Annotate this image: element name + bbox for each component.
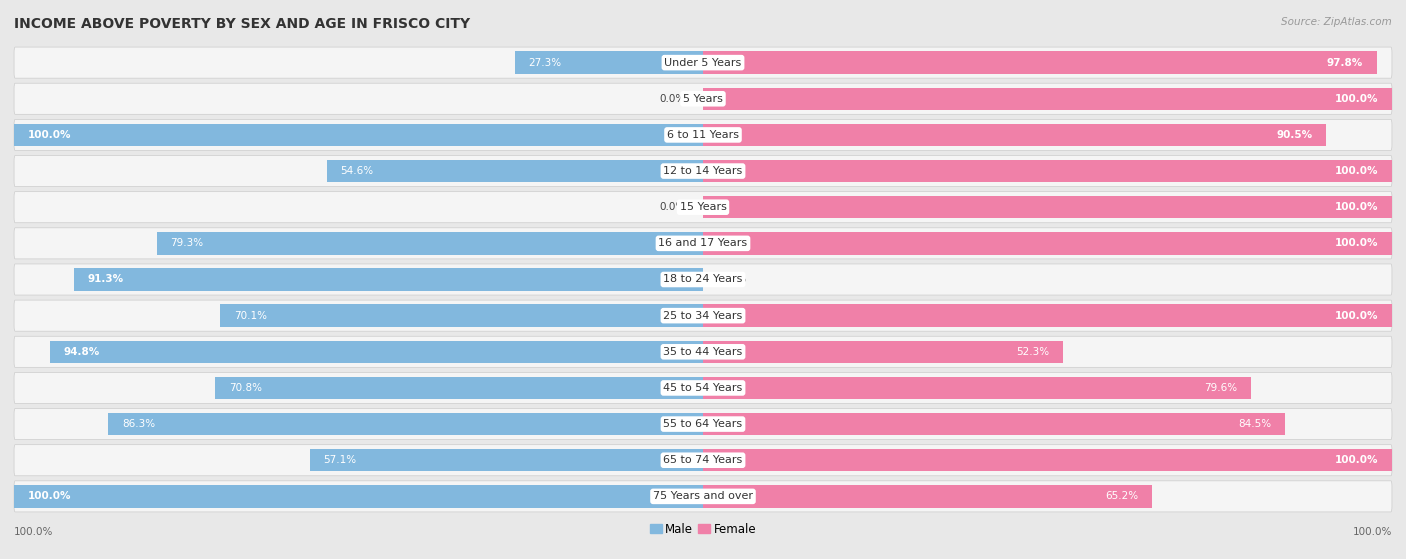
Bar [14,124,703,146]
Bar [703,449,1392,471]
Bar [215,377,703,399]
Text: 75 Years and over: 75 Years and over [652,491,754,501]
Text: 15 Years: 15 Years [679,202,727,212]
Text: 0.0%: 0.0% [659,94,686,104]
FancyBboxPatch shape [14,264,1392,295]
Text: 0.0%: 0.0% [720,274,747,285]
FancyBboxPatch shape [14,409,1392,439]
Text: 12 to 14 Years: 12 to 14 Years [664,166,742,176]
Bar [108,413,703,435]
Text: 79.6%: 79.6% [1205,383,1237,393]
Bar [703,160,1392,182]
Bar [309,449,703,471]
Text: INCOME ABOVE POVERTY BY SEX AND AGE IN FRISCO CITY: INCOME ABOVE POVERTY BY SEX AND AGE IN F… [14,17,470,31]
Bar [703,51,1376,74]
Text: 70.8%: 70.8% [229,383,262,393]
Text: 52.3%: 52.3% [1017,347,1049,357]
Text: 94.8%: 94.8% [63,347,100,357]
FancyBboxPatch shape [14,481,1392,512]
FancyBboxPatch shape [14,192,1392,222]
Text: 79.3%: 79.3% [170,238,204,248]
Bar [156,232,703,254]
Text: Source: ZipAtlas.com: Source: ZipAtlas.com [1281,17,1392,27]
Bar [326,160,703,182]
Text: 100.0%: 100.0% [28,130,72,140]
Bar [703,232,1392,254]
Text: 97.8%: 97.8% [1327,58,1362,68]
Text: 100.0%: 100.0% [1334,94,1378,104]
Bar [49,340,703,363]
Text: 100.0%: 100.0% [1334,202,1378,212]
Text: 100.0%: 100.0% [14,527,53,537]
Bar [703,340,1063,363]
Bar [703,413,1285,435]
Text: 100.0%: 100.0% [1334,238,1378,248]
FancyBboxPatch shape [14,83,1392,114]
Bar [703,377,1251,399]
Bar [703,305,1392,327]
Text: 27.3%: 27.3% [529,58,562,68]
Bar [703,88,1392,110]
Text: 84.5%: 84.5% [1239,419,1271,429]
Text: 35 to 44 Years: 35 to 44 Years [664,347,742,357]
Text: 0.0%: 0.0% [659,202,686,212]
Bar [703,124,1326,146]
Text: 65 to 74 Years: 65 to 74 Years [664,455,742,465]
FancyBboxPatch shape [14,228,1392,259]
Text: 55 to 64 Years: 55 to 64 Years [664,419,742,429]
Text: 91.3%: 91.3% [87,274,124,285]
Text: 57.1%: 57.1% [323,455,357,465]
FancyBboxPatch shape [14,300,1392,331]
FancyBboxPatch shape [14,337,1392,367]
FancyBboxPatch shape [14,445,1392,476]
Text: 54.6%: 54.6% [340,166,374,176]
FancyBboxPatch shape [14,47,1392,78]
Bar [221,305,703,327]
Bar [703,196,1392,219]
Text: 100.0%: 100.0% [1334,311,1378,321]
Text: 6 to 11 Years: 6 to 11 Years [666,130,740,140]
Bar [515,51,703,74]
Text: 70.1%: 70.1% [233,311,267,321]
FancyBboxPatch shape [14,372,1392,404]
Text: 86.3%: 86.3% [122,419,155,429]
Text: 100.0%: 100.0% [1334,455,1378,465]
Text: 45 to 54 Years: 45 to 54 Years [664,383,742,393]
Text: 100.0%: 100.0% [1353,527,1392,537]
Text: 100.0%: 100.0% [1334,166,1378,176]
Text: 18 to 24 Years: 18 to 24 Years [664,274,742,285]
Legend: Male, Female: Male, Female [645,518,761,541]
Text: 100.0%: 100.0% [28,491,72,501]
Text: Under 5 Years: Under 5 Years [665,58,741,68]
Text: 90.5%: 90.5% [1277,130,1313,140]
Bar [75,268,703,291]
Text: 16 and 17 Years: 16 and 17 Years [658,238,748,248]
Text: 5 Years: 5 Years [683,94,723,104]
FancyBboxPatch shape [14,120,1392,150]
Text: 25 to 34 Years: 25 to 34 Years [664,311,742,321]
Bar [14,485,703,508]
FancyBboxPatch shape [14,155,1392,187]
Text: 65.2%: 65.2% [1105,491,1139,501]
Bar [703,485,1152,508]
